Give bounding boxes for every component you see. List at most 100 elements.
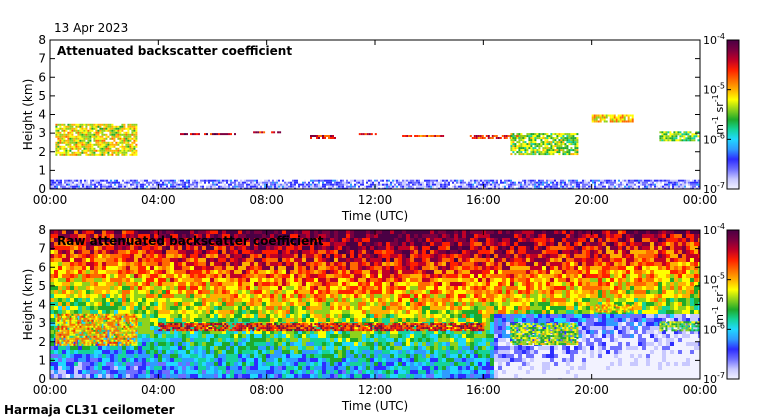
heatmap-cell [246, 346, 250, 350]
heatmap-cell [286, 358, 290, 362]
heatmap-cell [54, 270, 58, 274]
heatmap-cell [79, 143, 82, 146]
heatmap-cell [652, 183, 654, 186]
heatmap-cell [654, 183, 656, 186]
heatmap-cell [250, 294, 254, 298]
heatmap-cell [121, 139, 124, 142]
heatmap-cell [673, 131, 676, 134]
heatmap-cell [150, 294, 154, 298]
heatmap-cell [610, 179, 612, 182]
heatmap-cell [61, 147, 64, 150]
heatmap-cell [98, 358, 102, 362]
heatmap-cell [250, 354, 254, 358]
heatmap-cell [632, 179, 634, 182]
heatmap-cell [110, 370, 114, 374]
heatmap-cell [562, 151, 565, 154]
heatmap-cell [60, 185, 62, 188]
heatmap-cell [621, 120, 624, 123]
heatmap-cell [94, 286, 98, 290]
heatmap-cell [566, 185, 568, 188]
heatmap-cell [234, 354, 238, 358]
heatmap-cell [542, 151, 545, 154]
heatmap-cell [322, 179, 324, 182]
heatmap-cell [222, 306, 226, 310]
heatmap-cell [50, 354, 54, 358]
heatmap-cell [222, 262, 226, 266]
heatmap-cell [460, 183, 462, 186]
heatmap-cell [110, 302, 114, 306]
heatmap-cell [62, 366, 66, 370]
heatmap-cell [479, 135, 482, 137]
heatmap-cell [50, 342, 54, 346]
heatmap-cell [86, 183, 88, 186]
heatmap-cell [158, 334, 162, 338]
heatmap-cell [76, 179, 78, 182]
heatmap-cell [122, 274, 126, 278]
heatmap-cell [50, 246, 54, 250]
heatmap-cell [75, 137, 78, 140]
heatmap-cell [518, 143, 521, 146]
heatmap-cell [150, 258, 154, 262]
heatmap-cell [558, 149, 561, 152]
heatmap-cell [627, 116, 630, 119]
heatmap-cell [446, 179, 448, 182]
heatmap-cell [176, 181, 178, 184]
heatmap-cell [288, 181, 290, 184]
heatmap-cell [526, 185, 528, 188]
heatmap-cell [530, 137, 533, 140]
heatmap-cell [212, 183, 214, 186]
heatmap-cell [188, 185, 190, 188]
heatmap-cell [138, 234, 142, 238]
heatmap-cell [170, 254, 174, 258]
heatmap-cell [109, 149, 112, 152]
heatmap-cell [130, 270, 134, 274]
heatmap-cell [621, 114, 624, 117]
heatmap-cell [476, 185, 478, 188]
heatmap-cell [222, 366, 226, 370]
heatmap-cell [677, 139, 680, 142]
heatmap-cell [94, 370, 98, 374]
heatmap-cell [62, 266, 66, 270]
heatmap-cell [83, 123, 86, 126]
heatmap-cell [610, 187, 612, 189]
heatmap-cell [86, 346, 90, 350]
heatmap-cell [332, 179, 334, 182]
heatmap-cell [258, 374, 262, 378]
heatmap-cell [406, 185, 408, 188]
heatmap-cell [262, 238, 266, 242]
heatmap-cell [234, 314, 238, 318]
heatmap-cell [226, 290, 230, 294]
heatmap-cell [110, 366, 114, 370]
heatmap-cell [250, 342, 254, 346]
heatmap-cell [222, 318, 226, 322]
heatmap-cell [222, 310, 226, 314]
heatmap-cell [286, 282, 290, 286]
heatmap-cell [603, 120, 606, 123]
heatmap-cell [330, 187, 332, 189]
heatmap-cell [274, 230, 278, 234]
heatmap-cell [390, 185, 392, 188]
heatmap-cell [522, 149, 525, 152]
heatmap-cell [66, 282, 70, 286]
heatmap-cell [630, 179, 632, 182]
heatmap-cell [127, 131, 130, 134]
feature-low-cloud [55, 123, 138, 156]
heatmap-cell [194, 346, 198, 350]
heatmap-cell [75, 135, 78, 138]
heatmap-cell [102, 234, 106, 238]
heatmap-cell [58, 354, 62, 358]
heatmap-cell [198, 342, 202, 346]
heatmap-cell [182, 322, 186, 326]
heatmap-cell [362, 179, 364, 182]
heatmap-cell [274, 310, 278, 314]
heatmap-cell [58, 294, 62, 298]
heatmap-cell [158, 262, 162, 266]
heatmap-cell [178, 274, 182, 278]
heatmap-cell [57, 141, 60, 144]
heatmap-cell [186, 310, 190, 314]
heatmap-cell [308, 181, 310, 184]
heatmap-cell [78, 298, 82, 302]
heatmap-cell [66, 346, 70, 350]
heatmap-cell [528, 141, 531, 144]
heatmap-cell [298, 334, 302, 338]
